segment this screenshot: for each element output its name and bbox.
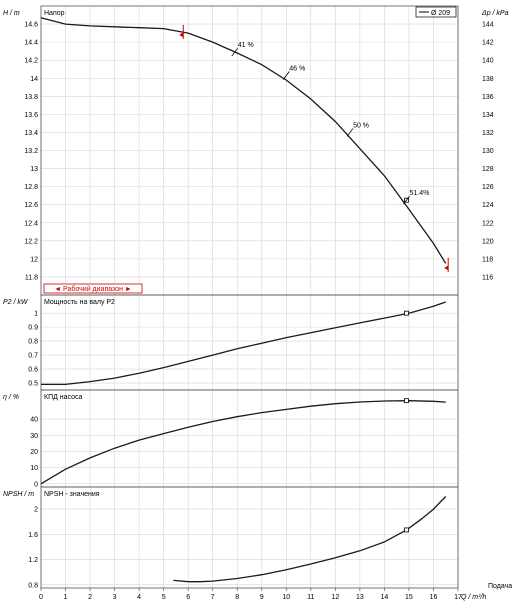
series-line <box>173 496 447 583</box>
range-limit-arrow <box>444 265 449 271</box>
y-tick-label: 14.4 <box>24 40 38 47</box>
x-axis-label: Q / m³/h <box>461 594 486 601</box>
series-line <box>41 301 446 386</box>
x-tick-label: 16 <box>430 594 438 601</box>
y-right-tick-label: 132 <box>482 130 494 137</box>
x-tick-label: 0 <box>39 594 43 601</box>
panel-frame <box>40 389 459 488</box>
y-right-axis-label: Δp / kPa <box>481 10 509 17</box>
y-tick-label: 1.2 <box>28 557 38 564</box>
y-tick-label: 12.8 <box>24 184 38 191</box>
y-right-tick-label: 124 <box>482 202 494 209</box>
legend-box <box>415 6 457 18</box>
x-tick-label: 11 <box>307 594 314 601</box>
y-right-tick-label: 126 <box>482 184 494 191</box>
x-tick-label: 13 <box>356 594 364 601</box>
efficiency-label: 50 % <box>353 122 369 129</box>
y-tick-label: 10 <box>30 465 38 472</box>
y-tick-label: 13.6 <box>24 112 38 119</box>
y-tick-label: 0.5 <box>28 381 38 388</box>
x-tick-label: 12 <box>331 594 339 601</box>
panel-frame <box>40 294 459 391</box>
x-tick-label: 10 <box>282 594 290 601</box>
y-tick-label: 0.8 <box>28 582 38 589</box>
range-limit-arrow <box>179 32 184 38</box>
y-tick-label: 0.6 <box>28 367 38 374</box>
panel-title: Напор <box>44 10 65 17</box>
y-tick-label: 2 <box>34 507 38 514</box>
operating-point-marker <box>404 310 409 316</box>
efficiency-label: 41 % <box>238 42 254 49</box>
y-tick-label: 12.6 <box>24 202 38 209</box>
y-tick-label: 12.2 <box>24 238 38 245</box>
y-right-tick-label: 128 <box>482 166 494 173</box>
y-tick-label: 13.8 <box>24 94 38 101</box>
y-tick-label: 14.2 <box>24 58 38 65</box>
efficiency-tick <box>403 195 410 205</box>
y-tick-label: 0 <box>34 481 38 488</box>
y-right-tick-label: 138 <box>482 76 494 83</box>
y-tick-label: 13 <box>30 166 38 173</box>
x-tick-label: 14 <box>381 594 389 601</box>
x-tick-label: 7 <box>211 594 215 601</box>
efficiency-label: 46 % <box>289 66 305 73</box>
y-right-tick-label: 144 <box>482 22 494 29</box>
y-tick-label: 12 <box>30 256 38 263</box>
y-tick-label: 13.2 <box>24 148 38 155</box>
y-tick-label: 14 <box>30 76 38 83</box>
x-tick-label: 15 <box>405 594 413 601</box>
y-tick-label: 0.8 <box>28 339 38 346</box>
y-right-tick-label: 120 <box>482 238 494 245</box>
x-tick-label: 8 <box>235 594 239 601</box>
y-tick-label: 0.9 <box>28 325 38 332</box>
x-tick-label: 5 <box>162 594 166 601</box>
range-label-box <box>43 283 143 294</box>
y-right-tick-label: 122 <box>482 220 494 227</box>
y-tick-label: 1.6 <box>28 532 38 539</box>
y-right-tick-label: 142 <box>482 40 494 47</box>
y-tick-label: 40 <box>30 417 38 424</box>
series-line <box>40 17 447 264</box>
y-right-tick-label: 118 <box>482 256 493 263</box>
y-tick-label: 13.4 <box>24 130 38 137</box>
x-tick-label: 2 <box>88 594 92 601</box>
efficiency-label: 51.4% <box>409 190 429 197</box>
x-tick-label: 1 <box>64 594 68 601</box>
y-tick-label: 30 <box>30 433 38 440</box>
y-axis-label: η / % <box>3 394 19 401</box>
x-axis-right-label: Подача <box>488 583 512 590</box>
y-tick-label: 1 <box>34 311 38 318</box>
y-tick-label: 11.8 <box>25 274 38 281</box>
panel-title: NPSH - значения <box>44 491 100 498</box>
y-right-tick-label: 134 <box>482 112 494 119</box>
panel-title: Мощность на валу P2 <box>44 299 115 306</box>
y-tick-label: 14.6 <box>24 22 38 29</box>
range-label: ◄ Рабочий диапазон ► <box>54 285 132 293</box>
efficiency-tick <box>346 128 354 137</box>
y-axis-label: H / m <box>3 10 20 17</box>
efficiency-tick <box>231 47 239 57</box>
y-right-tick-label: 116 <box>482 274 493 281</box>
efficiency-tick <box>282 71 290 80</box>
x-tick-label: 17 <box>454 594 462 601</box>
y-tick-label: 0.7 <box>28 353 38 360</box>
y-axis-label: P2 / kW <box>3 299 29 306</box>
y-right-tick-label: 140 <box>482 58 494 65</box>
x-tick-label: 3 <box>113 594 117 601</box>
y-tick-label: 12.4 <box>24 220 38 227</box>
y-right-tick-label: 130 <box>482 148 494 155</box>
x-tick-label: 9 <box>260 594 264 601</box>
panel-title: КПД насоса <box>44 394 83 401</box>
y-tick-label: 20 <box>30 449 38 456</box>
legend-entry: Ø 209 <box>431 10 450 17</box>
operating-point-marker <box>404 398 409 404</box>
y-right-tick-label: 136 <box>482 94 494 101</box>
panel-frame <box>40 486 459 589</box>
x-tick-label: 6 <box>186 594 190 601</box>
x-tick-label: 4 <box>137 594 141 601</box>
series-line <box>40 400 446 485</box>
operating-point-marker <box>404 527 409 533</box>
y-axis-label: NPSH / m <box>3 491 34 498</box>
